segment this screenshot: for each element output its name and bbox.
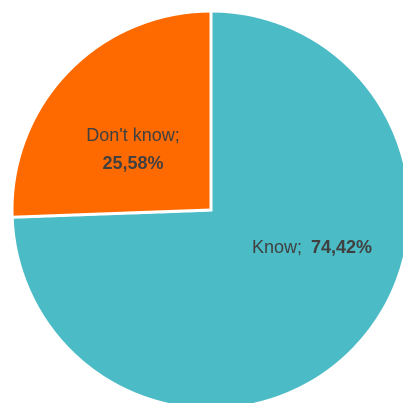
data-label-dont-know-name: Don't know;	[86, 125, 179, 145]
data-label-know-name: Know;	[252, 237, 302, 257]
pie-slice-don-t-know	[10, 9, 213, 219]
data-label-know-value: 74,42%	[311, 237, 372, 257]
pie-slices	[10, 9, 403, 403]
data-label-dont-know-value: 25,58%	[102, 153, 163, 173]
pie-slice-know	[10, 9, 403, 403]
data-label-know: Know; 74,42%	[252, 237, 372, 257]
